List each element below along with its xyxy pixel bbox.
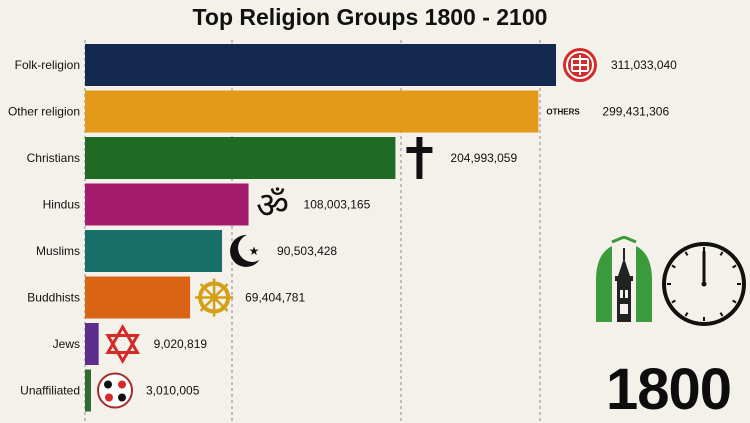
shou-symbol-icon (563, 48, 597, 82)
svg-text:ॐ: ॐ (256, 186, 289, 227)
bar (85, 369, 91, 412)
others-label: OTHERS (546, 108, 580, 117)
category-label: Hindus (43, 198, 80, 212)
bar-row: Muslims ★ 90,503,428 (36, 230, 337, 272)
value-label: 108,003,165 (304, 198, 371, 212)
year-display: 1800 (606, 357, 732, 422)
bar-row: Hindus ॐ 108,003,165 (43, 183, 371, 227)
category-label: Other religion (8, 105, 80, 119)
bar (85, 323, 99, 365)
dharma-wheel-icon (195, 278, 234, 317)
value-label: 3,010,005 (146, 384, 200, 398)
value-label: 9,020,819 (154, 337, 208, 351)
crescent-star-icon: ★ (230, 234, 267, 267)
bar-row: Other religion OTHERS 299,431,306 (8, 90, 669, 133)
category-label: Folk-religion (15, 58, 80, 72)
bar-row: Christians 204,993,059 (27, 137, 517, 179)
bars: Folk-religion 311,033,040 Other religion OT… (8, 44, 677, 412)
svg-text:★: ★ (249, 244, 260, 258)
category-label: Buddhists (27, 291, 80, 305)
bar-row: Buddhists 69,404,781 (27, 276, 305, 319)
value-label: 311,033,040 (611, 58, 677, 72)
bar (85, 183, 249, 226)
value-label: 204,993,059 (450, 151, 517, 165)
value-label: 299,431,306 (602, 105, 669, 119)
star-of-david-icon (105, 323, 140, 365)
value-label: 69,404,781 (245, 291, 305, 305)
bar-row: Folk-religion 311,033,040 (15, 44, 677, 86)
category-label: Muslims (36, 244, 80, 258)
mixed-symbols-icon (97, 372, 133, 409)
bar-row: Jews 9,020,819 (53, 323, 208, 365)
category-label: Unaffiliated (20, 384, 80, 398)
bar (85, 44, 556, 86)
category-label: Christians (27, 151, 80, 165)
bar (85, 90, 539, 133)
category-label: Jews (53, 337, 80, 351)
chart-title: Top Religion Groups 1800 - 2100 (192, 4, 548, 30)
bar (85, 230, 223, 272)
latin-cross-icon (406, 137, 433, 179)
bar (85, 137, 396, 179)
clock-icon (662, 242, 746, 326)
bar (85, 276, 191, 319)
value-label: 90,503,428 (277, 244, 337, 258)
mosque-logo-icon (596, 236, 652, 322)
bar-row: Unaffiliated 3,010,005 (20, 369, 200, 412)
om-icon: ॐ (256, 186, 289, 227)
